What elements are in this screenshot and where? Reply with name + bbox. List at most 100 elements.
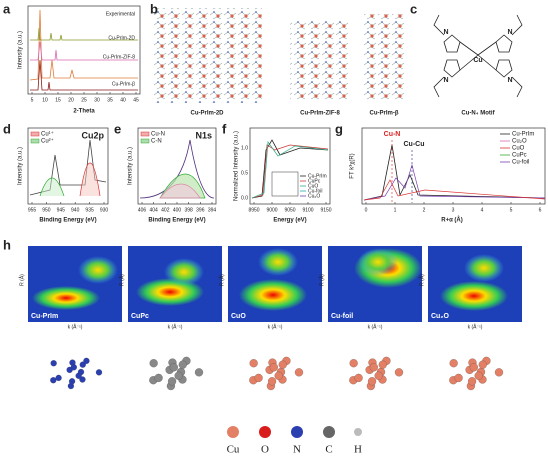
xrd-trace: [30, 27, 138, 41]
atom: [154, 373, 163, 383]
legend-entry: Cu₂O: [308, 193, 320, 199]
x-axis-label: k (Å⁻¹): [268, 323, 283, 330]
atom: [50, 360, 57, 367]
atom: [374, 371, 383, 380]
x-axis-label: Binding Energy (eV): [148, 218, 205, 224]
annotation: Cu-N: [384, 131, 401, 138]
x-axis-label: Binding Energy (eV): [39, 218, 96, 224]
ft-trace: [363, 179, 546, 201]
x-tick-label: 950: [42, 207, 51, 213]
map-label: Cu-foil: [331, 313, 353, 320]
panel-label: d: [3, 121, 11, 136]
panel-label: g: [335, 121, 343, 136]
wavelet-hot: [440, 281, 508, 311]
panel-label: f: [222, 121, 227, 136]
x-tick-label: 3: [452, 207, 455, 213]
x-tick-label: 955: [28, 207, 37, 213]
xanes-trace: [251, 144, 329, 199]
structure-beta: [362, 14, 406, 100]
atom-balls: [227, 426, 362, 438]
structure-zif8: [290, 20, 350, 100]
x-tick-label: 25: [81, 97, 87, 103]
atom: [474, 371, 483, 380]
x-tick-label: 8950: [248, 207, 259, 213]
atom-legend-label: Cu: [227, 444, 240, 456]
x-tick-label: 35: [107, 97, 113, 103]
axes-frame: [27, 127, 109, 205]
atom: [75, 372, 82, 379]
x-tick-label: 400: [173, 207, 182, 213]
x-tick-label: 945: [57, 207, 66, 213]
legend-swatch: [140, 131, 150, 137]
atom-legend-label: C: [325, 444, 332, 456]
wavelet-warm: [78, 256, 118, 284]
atom: [294, 368, 304, 377]
atom: [95, 369, 103, 376]
imidazole-rings: [443, 34, 513, 78]
atom: [149, 359, 158, 368]
propyl-chains: [433, 14, 523, 98]
x-axis-label: k (Å⁻¹): [368, 323, 383, 330]
atom: [378, 360, 387, 369]
legend-entry: Cu¹⁺: [41, 131, 54, 138]
legend-entry: Cu₂O: [512, 139, 527, 145]
x-tick-label: 5: [510, 207, 513, 213]
bonds: [459, 41, 497, 71]
legend-entry: C-N: [151, 139, 162, 145]
map-label: Cu₂O: [431, 313, 449, 320]
panel-label: e: [114, 121, 121, 136]
atom: [469, 363, 478, 372]
legend-entry: Cu-foil: [308, 188, 322, 194]
atom: [169, 363, 178, 372]
atom: [449, 359, 458, 368]
map-label: Cu-PrIm: [31, 313, 58, 320]
x-tick-label: 9050: [284, 207, 295, 213]
panel-b: [152, 8, 406, 103]
ft-trace: [363, 163, 546, 201]
atom-label: N: [443, 77, 448, 84]
atom: [79, 361, 86, 368]
x-tick-label: 396: [196, 207, 205, 213]
atom: [394, 368, 404, 377]
x-tick-label: 398: [184, 207, 193, 213]
legend-swatch: [30, 138, 40, 144]
atom: [278, 360, 287, 369]
wavelet-warm: [164, 258, 204, 286]
wavelet-warm: [258, 248, 298, 276]
x-tick-label: 930: [100, 207, 109, 213]
inset: [271, 171, 299, 197]
y-axis-label: Normalized Intensity (a.u.): [234, 131, 240, 201]
x-tick-label: 10: [42, 97, 48, 103]
wavelet-hot: [239, 279, 307, 311]
panel-label: c: [410, 1, 417, 16]
panel-c: [433, 14, 523, 98]
atom-legend-label: H: [354, 444, 362, 456]
atom-legend-label: O: [261, 444, 269, 456]
fit-cu2: [39, 177, 65, 197]
x-axis-label: Energy (eV): [273, 218, 306, 224]
map-label: CuPc: [131, 313, 149, 320]
wavelet-warm: [358, 248, 398, 276]
xrd-trace: [30, 41, 138, 61]
panel-label: h: [3, 237, 11, 252]
x-axis-label: 2-Theta: [73, 109, 95, 115]
caption: Cu-PrIm-ZIF-8: [300, 111, 340, 117]
xrd-trace: [29, 9, 138, 81]
atom: [70, 364, 77, 371]
atom: [367, 377, 377, 386]
panel-label: a: [3, 1, 11, 16]
panel-g: [361, 127, 546, 205]
x-tick-label: 9000: [266, 207, 277, 213]
x-tick-label: 0: [365, 207, 368, 213]
caption: Cu-PrIm-β: [370, 111, 399, 117]
legend-swatch: [30, 131, 40, 137]
xanes-trace: [251, 141, 329, 199]
atom: [83, 357, 90, 364]
atom-label: N: [507, 29, 512, 36]
y-axis-label: Intensity (a.u.): [128, 147, 134, 185]
x-tick-label: 20: [68, 97, 74, 103]
x-tick-label: 9100: [302, 207, 313, 213]
wavelet-hot: [32, 286, 100, 310]
y-axis-label: Intensity (a.u.): [18, 31, 24, 69]
legend-entry: Cu-N: [151, 132, 165, 138]
